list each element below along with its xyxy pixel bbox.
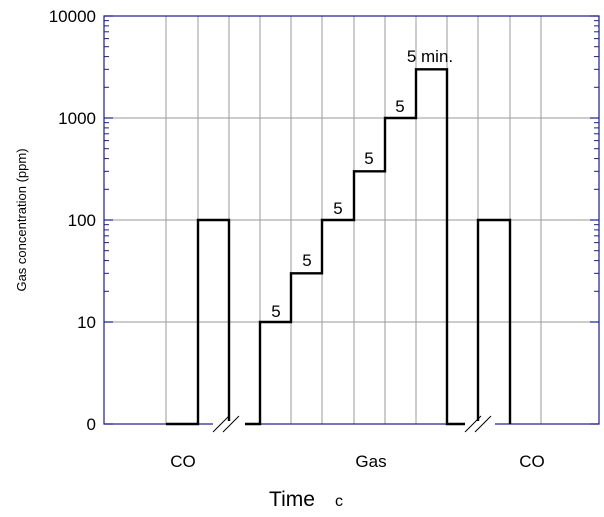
data-line	[166, 68, 512, 426]
x-category-label: Gas	[355, 452, 386, 471]
concentration-step-line	[166, 68, 512, 426]
step-duration-label: 5	[333, 199, 342, 218]
y-tick-labels: 0 10 100 1000 10000	[49, 7, 96, 434]
y-tick-label: 10000	[49, 7, 96, 26]
y-tick-label: 1000	[58, 109, 96, 128]
category-labels: CO Gas CO	[170, 452, 545, 471]
step-duration-label: 5	[302, 251, 311, 270]
axis-break-gap	[213, 421, 245, 427]
step-duration-label: 5 min.	[407, 47, 453, 66]
axis-break-slash	[464, 415, 482, 433]
x-category-label: CO	[519, 452, 545, 471]
axis-break-slash	[474, 415, 492, 433]
step-duration-label: 5	[364, 149, 373, 168]
axis-break-marks	[212, 415, 495, 433]
x-category-label: CO	[170, 452, 196, 471]
annotations: 5 5 5 5 5 5 min.	[271, 47, 453, 321]
step-duration-label: 5	[395, 97, 404, 116]
x-axis-title: Time	[269, 488, 315, 511]
axis-break-slash	[222, 415, 240, 433]
y-axis-title: Gas concentration (ppm)	[14, 148, 29, 291]
step-duration-label: 5	[271, 302, 280, 321]
y-tick-label: 100	[68, 211, 96, 230]
axis-break-gap	[465, 421, 495, 427]
minor-ticks	[104, 15, 599, 425]
y-tick-label: 10	[77, 313, 96, 332]
y-tick-label: 0	[87, 415, 96, 434]
axis-break-slash	[212, 415, 230, 433]
x-axis-title-suffix: c	[335, 493, 343, 510]
